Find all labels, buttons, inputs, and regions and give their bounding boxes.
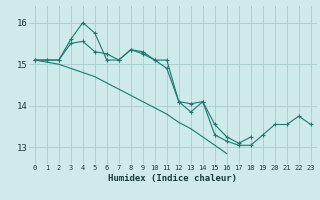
- X-axis label: Humidex (Indice chaleur): Humidex (Indice chaleur): [108, 174, 237, 183]
